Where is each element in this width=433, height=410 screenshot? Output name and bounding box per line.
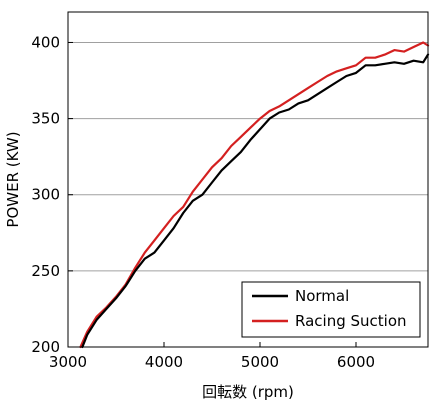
x-tick-label-2: 5000 — [241, 353, 279, 371]
y-tick-label-2: 300 — [31, 186, 60, 204]
x-axis-label: 回転数 (rpm) — [202, 383, 294, 401]
y-tick-label-1: 250 — [31, 262, 60, 280]
legend-box — [241, 281, 421, 338]
legend: Normal Racing Suction — [241, 281, 421, 338]
x-tick-label-3: 6000 — [337, 353, 375, 371]
grid-lines — [68, 41, 428, 272]
series-line-normal — [81, 53, 430, 349]
y-tick-label-3: 350 — [31, 110, 60, 128]
legend-label-normal: Normal — [295, 287, 349, 305]
x-tick-label-0: 3000 — [49, 353, 87, 371]
axis-ticks: 200 250 300 350 400 3000 4000 5000 6000 — [31, 33, 375, 371]
plot-area-frame — [67, 11, 429, 348]
y-tick-label-0: 200 — [31, 338, 60, 356]
legend-label-racing-suction: Racing Suction — [295, 312, 407, 330]
series-lines — [79, 41, 430, 349]
y-tick-label-4: 400 — [31, 33, 60, 51]
series-line-racing-suction — [79, 41, 430, 349]
y-axis-label: POWER (KW) — [4, 131, 22, 227]
x-tick-label-1: 4000 — [145, 353, 183, 371]
